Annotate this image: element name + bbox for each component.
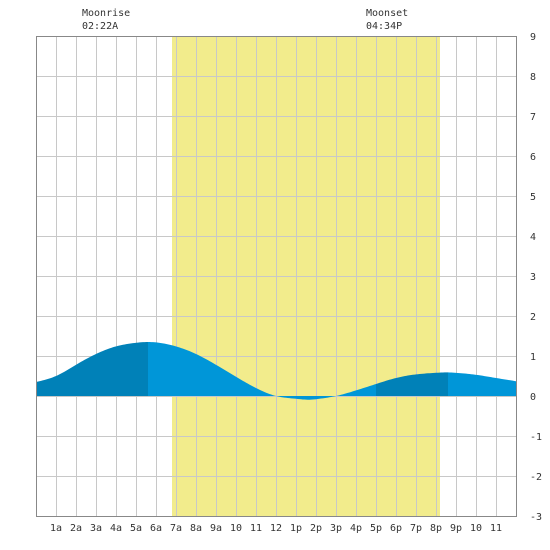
- x-tick-label: 6a: [150, 523, 162, 534]
- y-axis-labels: 9 8 7 6 5 4 3 2 1 0 -1 -2 -3: [530, 32, 542, 523]
- moonrise-annotation: Moonrise 02:22A: [82, 8, 130, 32]
- y-tick-label: 5: [530, 192, 536, 203]
- y-tick-label: 4: [530, 232, 536, 243]
- tide-area-light-1: [148, 342, 376, 400]
- tide-layer: [36, 342, 516, 400]
- x-tick-label: 9a: [210, 523, 222, 534]
- x-tick-label: 7a: [170, 523, 182, 534]
- x-tick-label: 3p: [330, 523, 342, 534]
- x-tick-label: 8a: [190, 523, 202, 534]
- moonrise-time: 02:22A: [82, 21, 118, 32]
- moonset-time: 04:34P: [366, 21, 402, 32]
- moonrise-label: Moonrise: [82, 8, 130, 19]
- y-tick-label: 0: [530, 392, 536, 403]
- y-tick-label: -3: [530, 512, 542, 523]
- y-tick-label: 2: [530, 312, 536, 323]
- grid-layer: [36, 36, 516, 516]
- x-tick-label: 11: [250, 523, 262, 534]
- y-tick-label: 6: [530, 152, 536, 163]
- x-tick-label: 3a: [90, 523, 102, 534]
- y-tick-label: 1: [530, 352, 536, 363]
- y-tick-label: 9: [530, 32, 536, 43]
- x-tick-label: 9p: [450, 523, 462, 534]
- x-tick-label: 2p: [310, 523, 322, 534]
- y-tick-label: 7: [530, 112, 536, 123]
- y-tick-label: 3: [530, 272, 536, 283]
- x-tick-label: 5p: [370, 523, 382, 534]
- x-tick-label: 7p: [410, 523, 422, 534]
- y-tick-label: -1: [530, 432, 542, 443]
- x-tick-label: 4p: [350, 523, 362, 534]
- x-tick-label: 1p: [290, 523, 302, 534]
- x-tick-label: 12: [270, 523, 282, 534]
- x-tick-label: 2a: [70, 523, 82, 534]
- x-tick-label: 1a: [50, 523, 62, 534]
- x-tick-label: 11: [490, 523, 502, 534]
- x-tick-label: 6p: [390, 523, 402, 534]
- tide-area-light-3: [448, 372, 516, 396]
- tide-area-dark-0: [36, 342, 148, 396]
- plot-border: [36, 36, 517, 517]
- x-tick-label: 8p: [430, 523, 442, 534]
- x-tick-label: 10: [470, 523, 482, 534]
- tide-area-dark-2: [376, 372, 448, 396]
- y-tick-label: -2: [530, 472, 542, 483]
- x-tick-label: 5a: [130, 523, 142, 534]
- moonset-annotation: Moonset 04:34P: [366, 8, 408, 32]
- x-tick-label: 10: [230, 523, 242, 534]
- y-tick-label: 8: [530, 72, 536, 83]
- x-tick-label: 4a: [110, 523, 122, 534]
- moonset-label: Moonset: [366, 8, 408, 19]
- x-axis-labels: 1a 2a 3a 4a 5a 6a 7a 8a 9a 10 11 12 1p 2p 3p 4p 5p 6p 7p 8p…: [50, 523, 502, 534]
